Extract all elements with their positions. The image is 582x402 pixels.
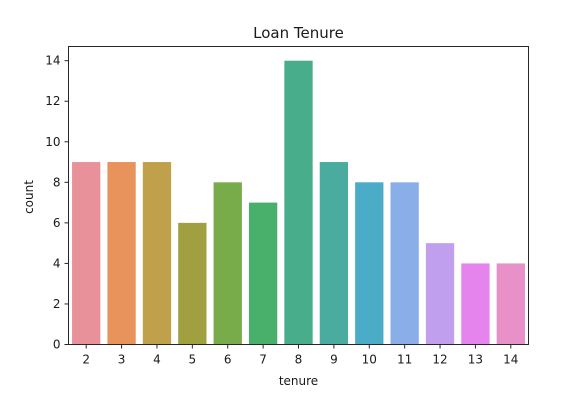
y-axis-title: count	[22, 180, 36, 214]
x-tick-label: 9	[330, 353, 338, 367]
bar-12	[425, 243, 455, 345]
y-tick-label: 4	[53, 256, 61, 270]
bar-13	[461, 263, 490, 345]
y-tick-label: 0	[53, 338, 61, 352]
bar-11	[390, 182, 419, 345]
x-tick-label: 2	[82, 353, 90, 367]
x-tick-label: 11	[397, 353, 412, 367]
bar-14	[496, 263, 525, 345]
x-tick-label: 5	[189, 353, 197, 367]
y-tick-label: 10	[45, 135, 60, 149]
x-tick-label: 6	[224, 353, 232, 367]
x-tick-label: 8	[295, 353, 303, 367]
x-tick-label: 3	[118, 353, 126, 367]
bar-8	[284, 60, 313, 345]
x-tick-label: 10	[362, 353, 377, 367]
y-tick-label: 12	[45, 94, 60, 108]
x-axis-title: tenure	[279, 374, 318, 388]
bar-3	[107, 162, 136, 345]
bar-7	[248, 202, 278, 345]
bar-2	[72, 162, 101, 345]
bars-layer	[72, 60, 525, 345]
bar-10	[355, 182, 384, 345]
x-axis: 2 3 4 5 6 7 8 9 10 11 12 13 14	[82, 344, 518, 367]
bar-6	[213, 182, 242, 345]
x-tick-label: 7	[259, 353, 267, 367]
y-tick-label: 6	[53, 216, 61, 230]
y-axis: 0 2 4 6 8 10 12 14	[45, 54, 69, 352]
y-tick-label: 8	[53, 175, 61, 189]
bar-5	[178, 222, 207, 345]
x-tick-label: 14	[503, 353, 518, 367]
x-tick-label: 13	[468, 353, 483, 367]
bar-4	[142, 162, 172, 345]
x-tick-label: 4	[153, 353, 161, 367]
y-tick-label: 2	[53, 297, 61, 311]
bar-9	[319, 162, 349, 345]
y-tick-label: 14	[45, 54, 60, 68]
x-tick-label: 12	[432, 353, 447, 367]
chart-title: Loan Tenure	[253, 24, 344, 42]
